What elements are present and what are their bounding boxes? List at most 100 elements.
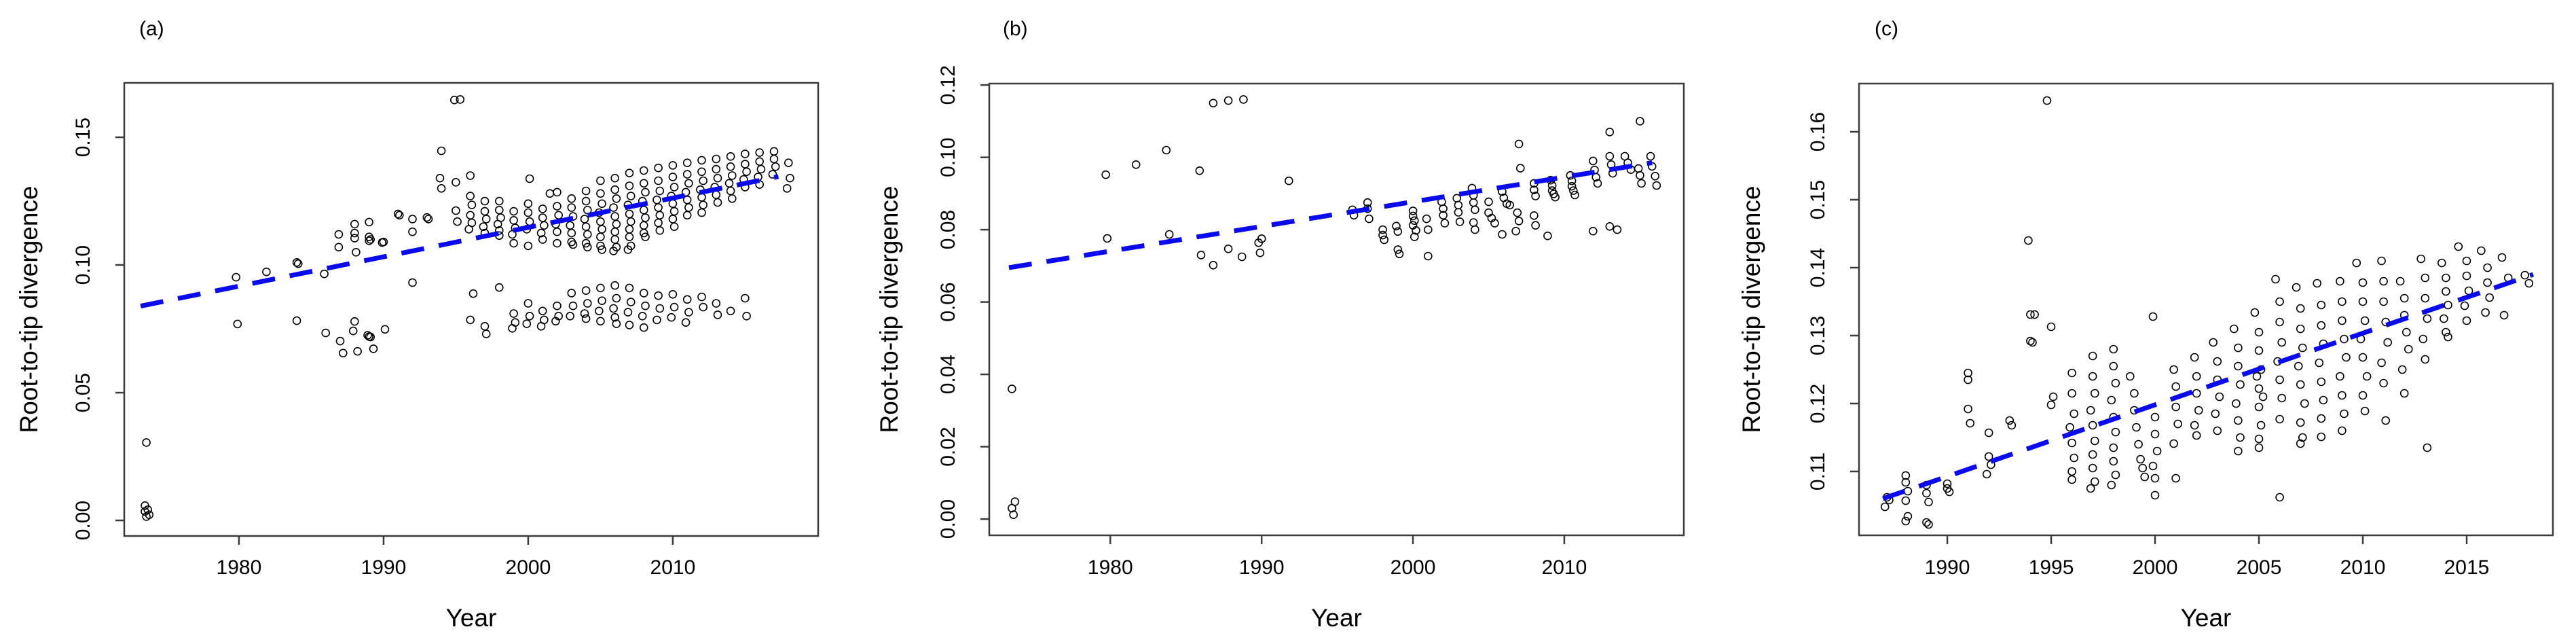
- data-point: [363, 331, 372, 340]
- x-tick-label: 2000: [1391, 556, 1436, 579]
- data-point: [453, 217, 462, 226]
- data-point: [654, 203, 663, 212]
- plot-box: [123, 82, 820, 537]
- data-point: [2030, 310, 2039, 319]
- points-layer: [1880, 96, 2534, 529]
- data-point: [1901, 478, 1911, 487]
- data-point: [597, 296, 606, 306]
- data-point: [2358, 297, 2368, 306]
- data-point: [2377, 358, 2386, 368]
- data-point: [610, 173, 620, 183]
- data-point: [1530, 185, 1539, 194]
- data-point: [1498, 230, 1507, 239]
- data-point: [2437, 258, 2446, 268]
- data-point: [726, 186, 735, 196]
- data-point: [2336, 372, 2344, 381]
- data-point: [2109, 443, 2118, 452]
- data-point: [2024, 236, 2033, 245]
- data-point: [1009, 510, 1018, 520]
- data-point: [626, 298, 636, 306]
- x-tick-label: 1990: [1239, 556, 1285, 579]
- data-point: [782, 183, 792, 193]
- data-point: [1531, 192, 1540, 200]
- data-point: [1195, 166, 1204, 175]
- data-point: [728, 171, 737, 180]
- data-point: [2317, 377, 2326, 387]
- data-point: [2088, 450, 2097, 459]
- data-point: [523, 208, 533, 217]
- data-point: [2399, 389, 2409, 398]
- data-point: [2007, 421, 2017, 430]
- data-point: [142, 438, 151, 447]
- data-point: [597, 225, 606, 234]
- data-point: [2296, 304, 2305, 313]
- data-point: [581, 314, 591, 323]
- data-point: [2213, 357, 2222, 366]
- data-point: [1569, 186, 1578, 195]
- data-point: [2362, 372, 2372, 381]
- trend-line: [1008, 160, 1653, 270]
- data-point: [1903, 486, 1913, 496]
- data-point: [713, 198, 722, 207]
- data-point: [508, 323, 517, 333]
- data-point: [2462, 271, 2471, 281]
- data-point: [2399, 293, 2409, 303]
- data-point: [1982, 469, 1991, 479]
- panel-tag: (a): [139, 18, 164, 40]
- data-point: [348, 326, 358, 336]
- data-point: [523, 199, 533, 209]
- data-point: [1646, 151, 1655, 161]
- data-point: [1454, 208, 1463, 217]
- data-point: [1505, 200, 1514, 210]
- data-point: [580, 215, 589, 223]
- data-point: [684, 203, 693, 212]
- data-point: [755, 180, 764, 189]
- data-point: [2111, 378, 2120, 388]
- data-point: [2254, 402, 2264, 412]
- data-point: [1164, 230, 1174, 239]
- data-point: [2005, 416, 2014, 425]
- data-point: [1651, 171, 1659, 181]
- data-point: [335, 336, 345, 346]
- data-point: [682, 211, 692, 220]
- data-point: [654, 163, 663, 173]
- data-point: [1410, 232, 1419, 242]
- data-point: [509, 215, 518, 225]
- data-point: [141, 501, 149, 510]
- data-point: [699, 176, 707, 185]
- data-point: [655, 304, 665, 313]
- data-point: [2275, 493, 2284, 502]
- data-point: [583, 299, 592, 308]
- data-point: [769, 147, 779, 156]
- data-point: [2317, 432, 2326, 442]
- data-point: [553, 202, 562, 211]
- data-point: [567, 203, 576, 212]
- data-point: [2109, 457, 2118, 466]
- data-point: [682, 170, 692, 179]
- data-point: [596, 232, 605, 242]
- data-point: [2383, 338, 2392, 347]
- data-point: [1530, 211, 1539, 220]
- data-point: [553, 227, 562, 236]
- data-point: [422, 213, 432, 222]
- data-point: [1922, 518, 1931, 527]
- data-point: [583, 243, 592, 252]
- data-point: [2140, 472, 2149, 482]
- data-point: [2254, 443, 2264, 452]
- data-point: [641, 301, 650, 310]
- plot-box: [988, 82, 1685, 537]
- data-point: [2317, 321, 2326, 330]
- data-point: [668, 215, 678, 223]
- data-point: [625, 232, 634, 242]
- data-point: [566, 221, 575, 230]
- data-point: [480, 196, 490, 206]
- y-tick-label: 0.14: [1807, 248, 1829, 287]
- data-point: [2171, 402, 2180, 412]
- data-point: [538, 235, 547, 244]
- data-point: [2300, 399, 2309, 408]
- data-point: [1365, 214, 1374, 223]
- data-point: [2126, 372, 2135, 381]
- y-tick-label: 0.10: [937, 137, 959, 177]
- x-tick-label: 1980: [217, 556, 262, 579]
- data-point: [612, 219, 621, 229]
